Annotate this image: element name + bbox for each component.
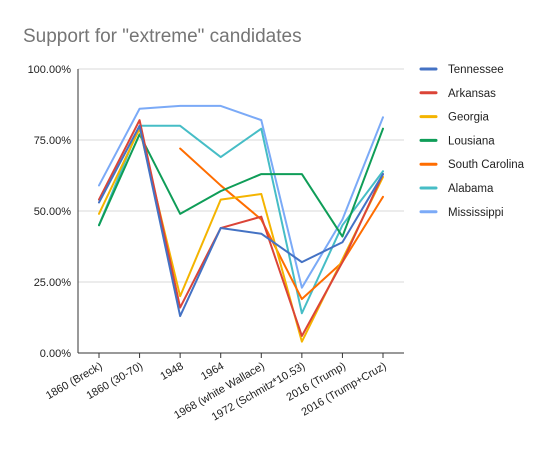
gridlines (77, 68, 404, 354)
series-lines (98, 104, 384, 343)
y-tick-label: 100.00% (28, 64, 72, 76)
legend-label: Tennessee (448, 64, 504, 76)
y-tick-label: 50.00% (34, 206, 72, 218)
series-line-alabama (98, 124, 384, 315)
x-tick-label: 1964 (199, 360, 226, 383)
legend-label: Georgia (448, 112, 490, 124)
legend-label: Lousiana (448, 135, 495, 147)
legend-label: Arkansas (448, 88, 496, 100)
series-line-tennessee (98, 124, 384, 318)
y-tick-label: 0.00% (40, 348, 71, 360)
y-tick-label: 25.00% (34, 277, 72, 289)
series-line-south-carolina (179, 147, 384, 301)
legend-label: South Carolina (448, 159, 525, 171)
chart-title: Support for "extreme" candidates (23, 26, 302, 47)
y-tick-label: 75.00% (34, 135, 72, 147)
legend: Tennessee Arkansas Georgia Lousiana South Ca… (419, 64, 525, 219)
legend-label: Mississippi (448, 207, 504, 219)
series-line-lousiana (98, 127, 384, 238)
y-axis-ticks: 0.00% 25.00% 50.00% 75.00% 100.00% (28, 64, 72, 360)
x-tick-label: 1948 (158, 360, 185, 383)
legend-label: Alabama (448, 183, 494, 195)
series-line-mississippi (98, 104, 384, 289)
series-line-arkansas (98, 119, 384, 337)
